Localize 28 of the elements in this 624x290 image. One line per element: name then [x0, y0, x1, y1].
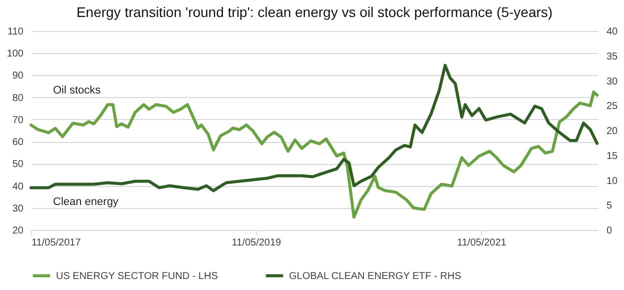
y2-tick-label: 30: [606, 76, 618, 88]
y-tick-label: 20: [12, 226, 24, 236]
x-tick-label: 11/05/2021: [457, 238, 507, 248]
y-tick-label: 80: [12, 92, 24, 104]
y-tick-label: 100: [6, 48, 24, 60]
y-tick-label: 90: [12, 70, 24, 82]
y2-tick-label: 20: [606, 126, 618, 137]
y-tick-label: 110: [8, 26, 24, 38]
y2-tick-label: 5: [606, 200, 612, 212]
y-tick-label: 60: [12, 137, 24, 148]
y2-tick-label: 0: [606, 226, 612, 236]
chart-title: Energy transition 'round trip': clean energy vs oil stock performance (5-years): [76, 4, 553, 20]
y2-tick-label: 40: [606, 26, 618, 38]
y2-tick-label: 25: [606, 101, 618, 112]
x-tick-label: 11/05/2019: [232, 238, 282, 248]
y-tick-label: 30: [12, 203, 24, 214]
line-series: [30, 64, 599, 192]
legend-label: GLOBAL CLEAN ENERGY ETF - RHS: [289, 270, 462, 282]
y-tick-label: 40: [12, 181, 24, 192]
y-tick-label: 50: [12, 159, 24, 170]
y2-tick-label: 35: [606, 51, 618, 62]
annotation: Clean energy: [53, 196, 119, 208]
y2-tick-label: 10: [606, 176, 618, 187]
y2-tick-label: 15: [606, 150, 618, 162]
annotation: Oil stocks: [53, 84, 102, 97]
legend-label: US ENERGY SECTOR FUND - LHS: [56, 270, 218, 282]
x-tick-label: 11/05/2017: [32, 238, 82, 248]
y-tick-label: 70: [12, 114, 24, 126]
